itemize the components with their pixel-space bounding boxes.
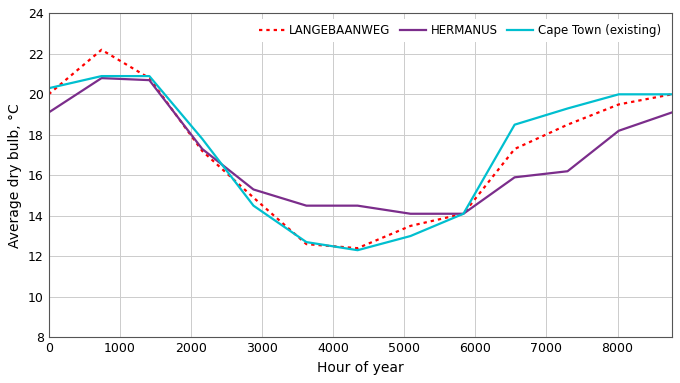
Cape Town (existing) [668,92,676,97]
LANGEBAANWEG [97,47,105,52]
LANGEBAANWEG [354,246,362,250]
Cape Town (existing) [146,74,154,79]
Cape Town (existing) [303,240,311,244]
HERMANUS [146,78,154,82]
HERMANUS [303,203,311,208]
Cape Town (existing) [198,137,206,141]
LANGEBAANWEG [459,211,467,216]
Cape Town (existing) [407,234,415,238]
HERMANUS [354,203,362,208]
X-axis label: Hour of year: Hour of year [317,361,403,375]
HERMANUS [511,175,519,180]
HERMANUS [97,76,105,80]
HERMANUS [45,110,53,115]
Cape Town (existing) [615,92,623,97]
Cape Town (existing) [459,211,467,216]
Cape Town (existing) [97,74,105,79]
LANGEBAANWEG [668,92,676,97]
Line: LANGEBAANWEG: LANGEBAANWEG [49,50,672,248]
LANGEBAANWEG [511,147,519,151]
Cape Town (existing) [511,123,519,127]
HERMANUS [668,110,676,115]
HERMANUS [459,211,467,216]
HERMANUS [564,169,572,173]
LANGEBAANWEG [198,149,206,153]
LANGEBAANWEG [564,123,572,127]
HERMANUS [250,187,258,192]
Cape Town (existing) [250,203,258,208]
LANGEBAANWEG [615,102,623,107]
LANGEBAANWEG [146,76,154,80]
Line: HERMANUS: HERMANUS [49,78,672,214]
Cape Town (existing) [45,86,53,90]
LANGEBAANWEG [250,195,258,200]
HERMANUS [198,147,206,151]
HERMANUS [615,128,623,133]
Cape Town (existing) [354,248,362,252]
LANGEBAANWEG [303,242,311,246]
LANGEBAANWEG [407,224,415,228]
Legend: LANGEBAANWEG, HERMANUS, Cape Town (existing): LANGEBAANWEG, HERMANUS, Cape Town (exist… [254,19,666,42]
Y-axis label: Average dry bulb, °C: Average dry bulb, °C [8,103,22,248]
HERMANUS [407,211,415,216]
LANGEBAANWEG [45,92,53,97]
Line: Cape Town (existing): Cape Town (existing) [49,76,672,250]
Cape Town (existing) [564,106,572,111]
